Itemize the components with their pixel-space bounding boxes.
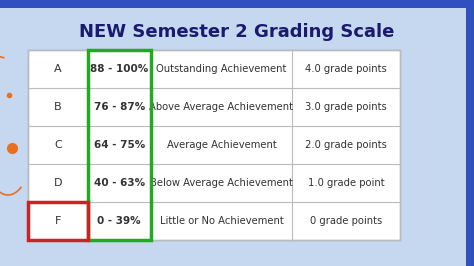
Text: 40 - 63%: 40 - 63% [93, 178, 145, 188]
Text: Outstanding Achievement: Outstanding Achievement [156, 64, 287, 74]
Text: F: F [55, 216, 61, 226]
Text: 0 grade points: 0 grade points [310, 216, 382, 226]
Text: 0 - 39%: 0 - 39% [97, 216, 141, 226]
Text: C: C [54, 140, 62, 150]
Text: Above Average Achievement: Above Average Achievement [149, 102, 293, 112]
Text: Average Achievement: Average Achievement [166, 140, 276, 150]
Text: 4.0 grade points: 4.0 grade points [305, 64, 387, 74]
Bar [88, 50, 151, 240]
Text: A: A [54, 64, 62, 74]
Bar [0, 0, 474, 8]
Text: 1.0 grade point: 1.0 grade point [308, 178, 384, 188]
Text: Little or No Achievement: Little or No Achievement [160, 216, 283, 226]
Text: B: B [54, 102, 62, 112]
Text: 76 - 87%: 76 - 87% [93, 102, 145, 112]
Text: NEW Semester 2 Grading Scale: NEW Semester 2 Grading Scale [79, 23, 395, 41]
Bar [28, 50, 400, 240]
Text: 64 - 75%: 64 - 75% [93, 140, 145, 150]
Text: 2.0 grade points: 2.0 grade points [305, 140, 387, 150]
Text: D: D [54, 178, 62, 188]
Bar [466, 0, 474, 266]
Text: 3.0 grade points: 3.0 grade points [305, 102, 387, 112]
Bar [28, 202, 88, 240]
Text: 88 - 100%: 88 - 100% [90, 64, 148, 74]
Text: Below Average Achievement: Below Average Achievement [150, 178, 293, 188]
